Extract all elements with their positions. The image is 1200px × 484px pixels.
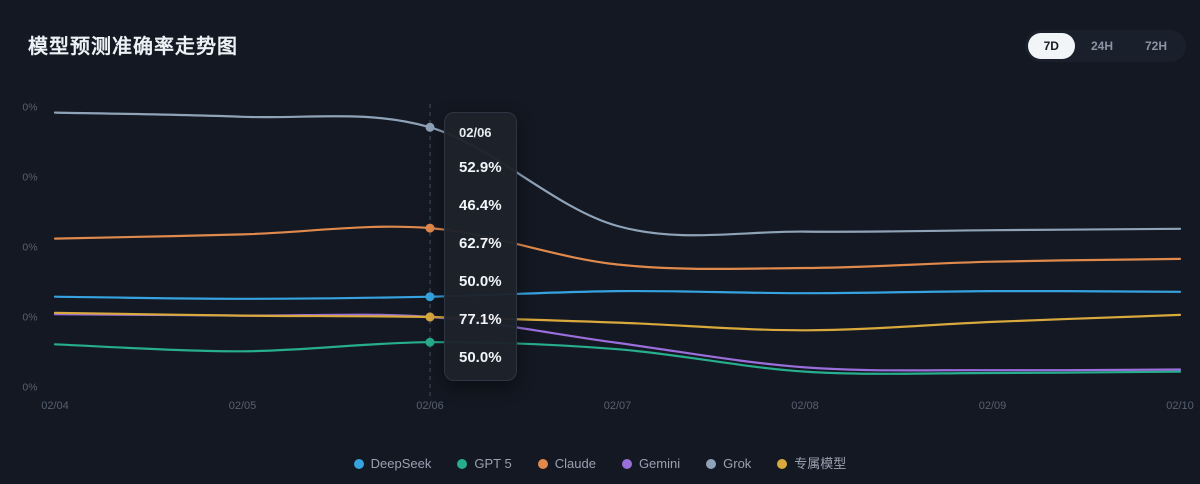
tooltip-date: 02/06	[459, 125, 492, 140]
series-point-grok	[425, 122, 435, 132]
series-line-claude	[53, 225, 1182, 271]
legend-item-deepseek[interactable]: DeepSeek	[353, 456, 432, 472]
y-axis-label: 0%	[22, 242, 37, 254]
chart-legend: DeepSeek GPT 5 Claude Gemini Grok 专属模型	[0, 456, 1200, 472]
y-axis-label: 0%	[22, 102, 37, 114]
legend-swatch-icon	[621, 459, 632, 469]
series-line-gpt-5	[53, 341, 1182, 375]
legend-label: Claude	[554, 456, 596, 471]
series-point-gpt-5	[425, 337, 435, 347]
time-range-option-72h[interactable]: 72H	[1129, 33, 1183, 59]
chart-tooltip: 02/06 52.9% 46.4% 62.7% 50.0% 77.1% 50.0%	[444, 112, 517, 381]
time-range-option-7d[interactable]: 7D	[1027, 33, 1075, 59]
series-point-deepseek	[425, 292, 435, 302]
tooltip-value: 46.4%	[459, 197, 502, 214]
time-range-toggle: 7D 24H 72H	[1024, 30, 1186, 62]
accuracy-trend-chart[interactable]: 0% 0% 0% 0% 0% 02/04 02/05 02/06 02/07 02/08 02/09…	[0, 0, 1200, 430]
legend-swatch-icon	[706, 459, 717, 469]
tooltip-values: 52.9% 46.4% 62.7% 50.0% 77.1% 50.0%	[459, 160, 502, 366]
series-line-exclusive-model	[53, 311, 1182, 332]
y-axis-label: 0%	[22, 172, 37, 184]
legend-label: Gemini	[638, 456, 681, 471]
legend-item-gpt-5[interactable]: GPT 5	[457, 456, 512, 472]
tooltip-value: 62.7%	[459, 235, 502, 252]
x-axis-label: 02/04	[41, 400, 69, 412]
legend-label: 专属模型	[794, 456, 847, 471]
x-axis-label: 02/06	[416, 400, 444, 412]
x-axis-label: 02/08	[791, 400, 819, 412]
x-axis-label: 02/05	[229, 400, 257, 412]
x-axis-label: 02/09	[979, 400, 1007, 412]
legend-swatch-icon	[353, 459, 364, 469]
legend-label: GPT 5	[474, 456, 512, 471]
page-title: 模型预测准确率走势图	[28, 36, 238, 58]
legend-swatch-icon	[777, 459, 788, 469]
tooltip-value: 52.9%	[459, 159, 502, 176]
legend-item-claude[interactable]: Claude	[537, 456, 596, 472]
x-axis-label: 02/10	[1166, 400, 1194, 412]
y-axis-label: 0%	[22, 382, 37, 394]
time-range-option-24h[interactable]: 24H	[1075, 33, 1129, 59]
series-point-claude	[425, 223, 435, 233]
series-line-deepseek	[53, 289, 1182, 300]
legend-item-grok[interactable]: Grok	[706, 456, 751, 472]
legend-label: Grok	[723, 456, 752, 471]
legend-item-exclusive-model[interactable]: 专属模型	[777, 456, 846, 472]
series-point-exclusive-model	[425, 312, 435, 322]
tooltip-value: 50.0%	[459, 273, 502, 290]
tooltip-value: 50.0%	[459, 349, 502, 366]
legend-label: DeepSeek	[370, 456, 432, 471]
legend-swatch-icon	[537, 459, 548, 469]
legend-item-gemini[interactable]: Gemini	[621, 456, 681, 472]
x-axis-label: 02/07	[604, 400, 632, 412]
tooltip-value: 77.1%	[459, 311, 502, 328]
series-line-grok	[53, 111, 1182, 237]
legend-swatch-icon	[457, 459, 468, 469]
chart-canvas[interactable]: 0% 0% 0% 0% 0% 02/04 02/05 02/06 02/07 02/08 02/09…	[0, 0, 1200, 430]
y-axis-label: 0%	[22, 312, 37, 324]
